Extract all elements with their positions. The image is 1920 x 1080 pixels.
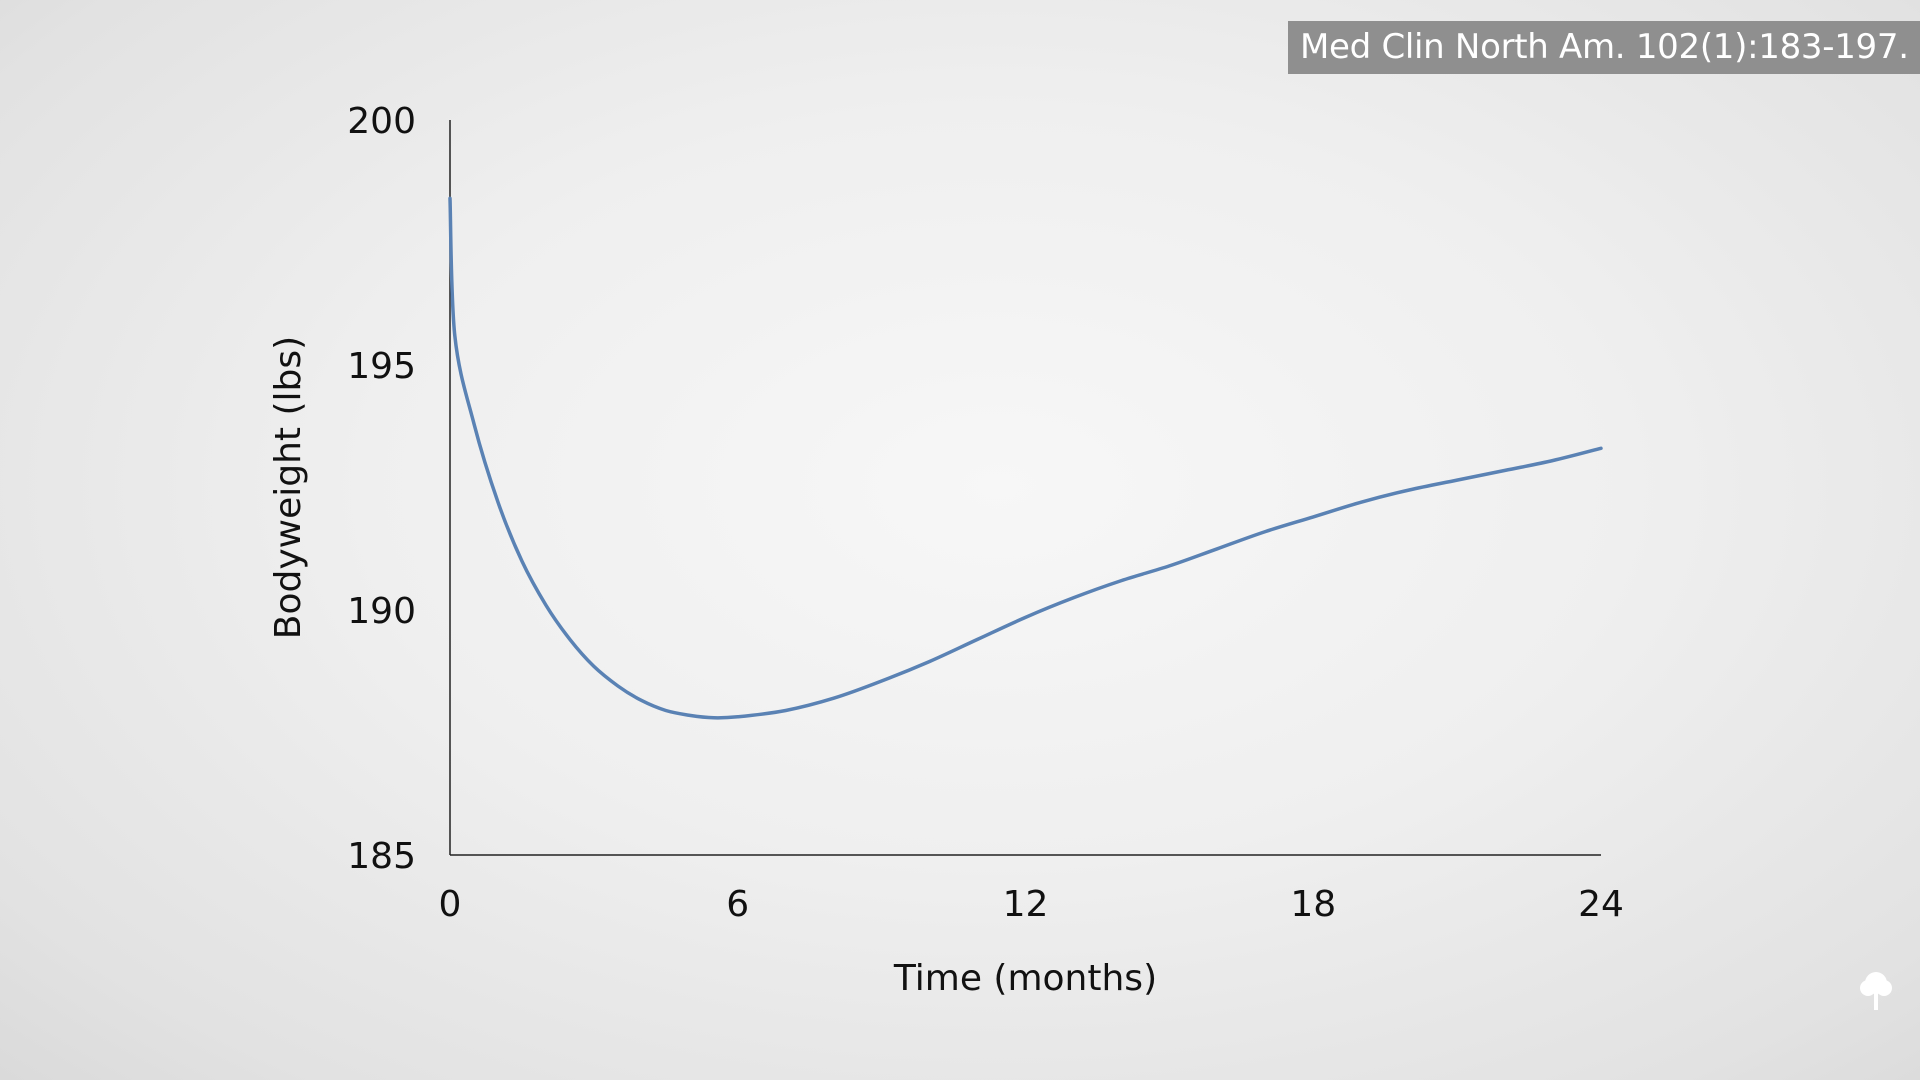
y-tick-label: 200 [347, 101, 416, 142]
y-tick-label: 185 [347, 836, 416, 877]
y-tick-label: 190 [347, 591, 416, 632]
tree-icon [1860, 972, 1892, 1010]
x-axis-title: Time (months) [893, 958, 1157, 999]
y-tick-labels: 185 190 195 200 [347, 101, 416, 877]
x-tick-label: 18 [1290, 884, 1336, 925]
series-line [448, 196, 1603, 720]
x-tick-label: 0 [439, 884, 462, 925]
citation-label: Med Clin North Am. 102(1):183-197. [1288, 21, 1920, 74]
x-tick-label: 6 [726, 884, 749, 925]
y-axis-title: Bodyweight (lbs) [268, 336, 309, 639]
x-tick-label: 12 [1003, 884, 1049, 925]
series-group [448, 196, 1603, 720]
y-tick-label: 195 [347, 346, 416, 387]
x-tick-labels: 0 6 12 18 24 [439, 884, 1624, 925]
x-tick-label: 24 [1578, 884, 1624, 925]
